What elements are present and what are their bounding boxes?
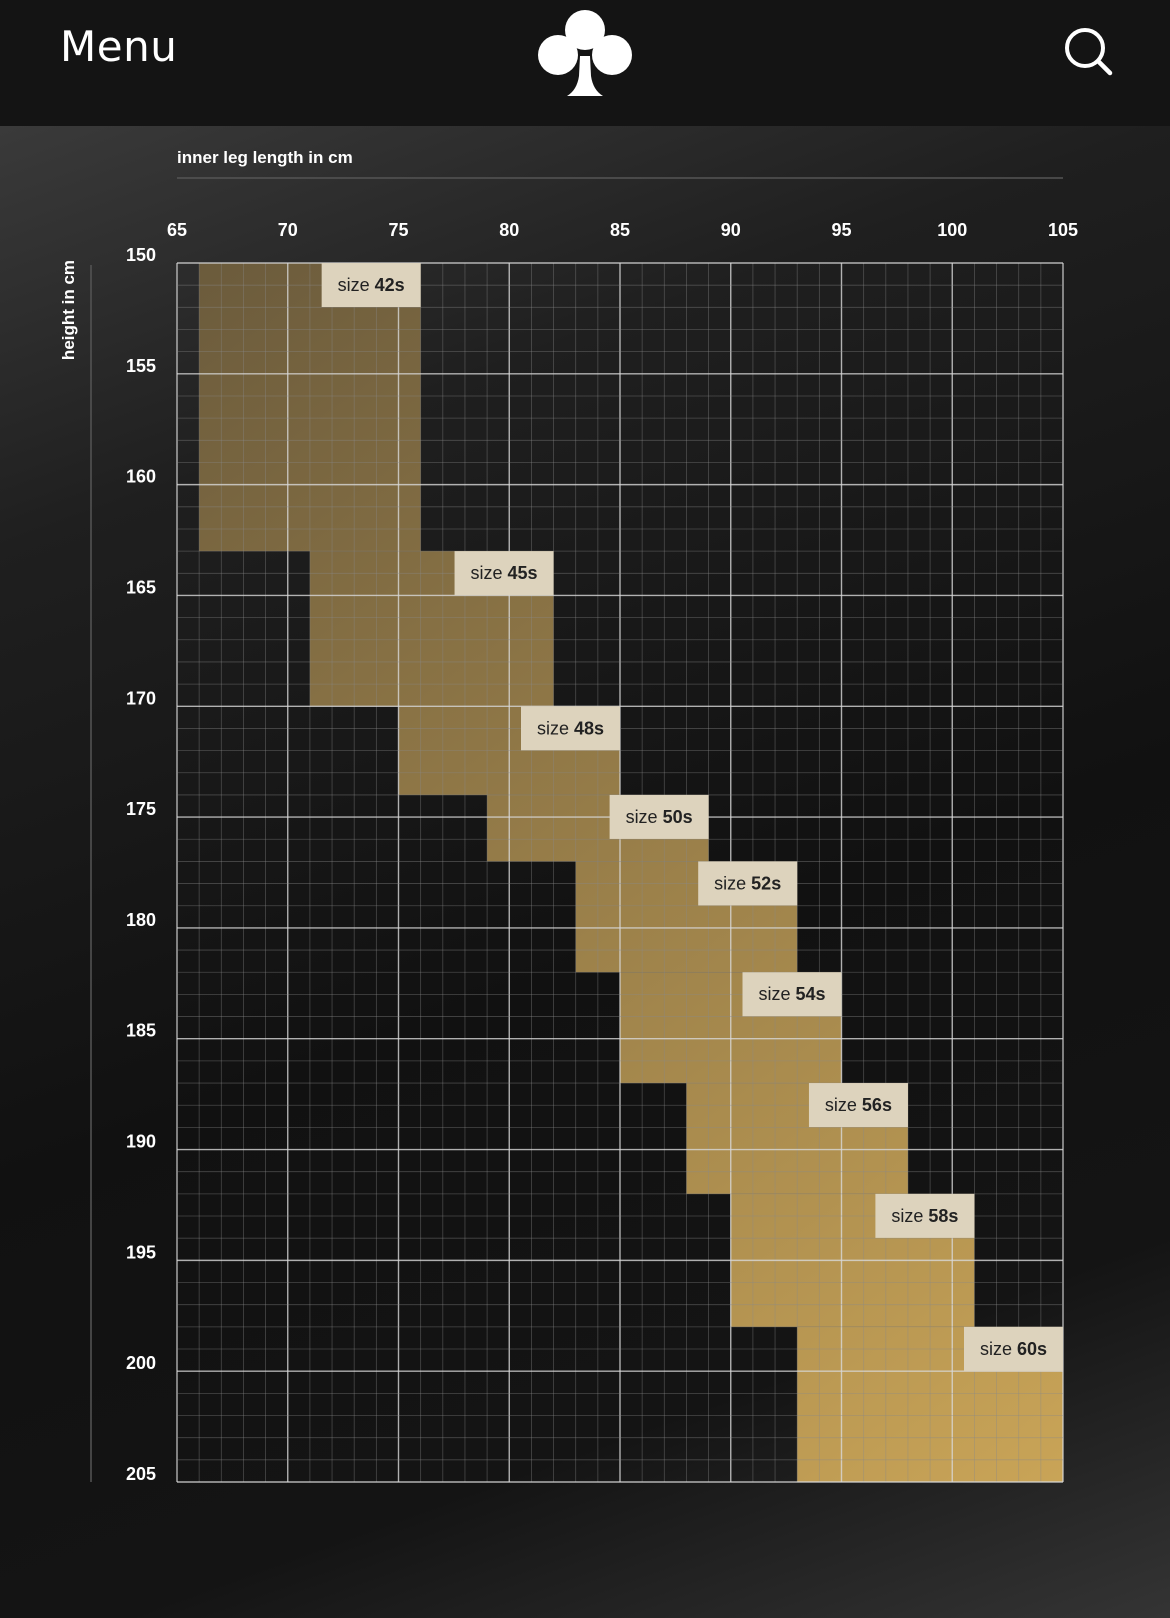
size-label-text: size 56s	[825, 1095, 892, 1115]
size-label-background	[875, 1193, 975, 1238]
y-tick-label: 190	[126, 1132, 156, 1152]
y-tick-label: 195	[126, 1242, 156, 1262]
size-label-text: size 52s	[714, 873, 781, 893]
size-label-50s: size 50s	[609, 794, 709, 839]
size-label-text: size 48s	[537, 718, 604, 738]
x-tick-label: 90	[721, 220, 741, 240]
size-label-52s: size 52s	[698, 861, 798, 906]
x-tick-label: 105	[1048, 220, 1078, 240]
size-label-background	[742, 972, 842, 1017]
x-tick-label: 85	[610, 220, 630, 240]
size-label-background	[521, 706, 620, 751]
size-label-value: 50s	[663, 807, 693, 827]
search-icon[interactable]	[1060, 24, 1114, 78]
size-label-prefix: size	[626, 807, 663, 827]
y-axis-title: height in cm	[59, 260, 78, 360]
x-tick-label: 100	[937, 220, 967, 240]
size-label-prefix: size	[758, 984, 795, 1004]
size-label-text: size 60s	[980, 1339, 1047, 1359]
size-label-background	[454, 551, 554, 596]
size-label-value: 48s	[574, 718, 604, 738]
x-tick-label: 75	[388, 220, 408, 240]
size-label-text: size 54s	[758, 984, 825, 1004]
x-tick-label: 80	[499, 220, 519, 240]
x-tick-label: 95	[831, 220, 851, 240]
size-label-prefix: size	[471, 563, 508, 583]
y-tick-label: 205	[126, 1464, 156, 1484]
size-label-value: 42s	[375, 275, 405, 295]
y-tick-label: 165	[126, 577, 156, 597]
size-label-42s: size 42s	[321, 263, 421, 307]
size-label-prefix: size	[825, 1095, 862, 1115]
size-label-background	[808, 1083, 908, 1128]
x-axis-title: inner leg length in cm	[177, 148, 353, 167]
size-label-text: size 45s	[471, 563, 538, 583]
size-label-value: 60s	[1017, 1339, 1047, 1359]
x-tick-label: 70	[278, 220, 298, 240]
size-label-prefix: size	[980, 1339, 1017, 1359]
size-label-prefix: size	[714, 873, 751, 893]
size-label-background	[698, 861, 798, 906]
size-label-56s: size 56s	[808, 1083, 908, 1128]
size-label-58s: size 58s	[875, 1193, 975, 1238]
size-label-background	[321, 263, 421, 307]
top-navigation-bar: Menu	[0, 0, 1170, 126]
size-label-prefix: size	[338, 275, 375, 295]
size-label-value: 45s	[508, 563, 538, 583]
size-label-48s: size 48s	[521, 706, 620, 751]
club-suit-icon[interactable]	[535, 4, 635, 100]
size-label-background	[964, 1326, 1063, 1371]
size-label-45s: size 45s	[454, 551, 554, 596]
x-tick-label: 65	[167, 220, 187, 240]
y-tick-label: 200	[126, 1353, 156, 1373]
size-label-54s: size 54s	[742, 972, 842, 1017]
y-tick-label: 150	[126, 245, 156, 265]
size-region-42s	[199, 263, 421, 552]
size-label-value: 58s	[928, 1206, 958, 1226]
size-label-value: 56s	[862, 1095, 892, 1115]
size-label-value: 52s	[751, 873, 781, 893]
y-tick-label: 160	[126, 467, 156, 487]
y-tick-label: 180	[126, 910, 156, 930]
y-tick-label: 175	[126, 799, 156, 819]
size-label-background	[609, 794, 709, 839]
size-label-text: size 50s	[626, 807, 693, 827]
size-label-prefix: size	[537, 718, 574, 738]
size-label-prefix: size	[891, 1206, 928, 1226]
size-label-text: size 42s	[338, 275, 405, 295]
menu-button[interactable]: Menu	[60, 22, 178, 71]
size-label-value: 54s	[795, 984, 825, 1004]
y-tick-label: 170	[126, 688, 156, 708]
size-label-60s: size 60s	[964, 1326, 1063, 1371]
size-label-text: size 58s	[891, 1206, 958, 1226]
y-tick-label: 155	[126, 356, 156, 376]
y-tick-label: 185	[126, 1021, 156, 1041]
